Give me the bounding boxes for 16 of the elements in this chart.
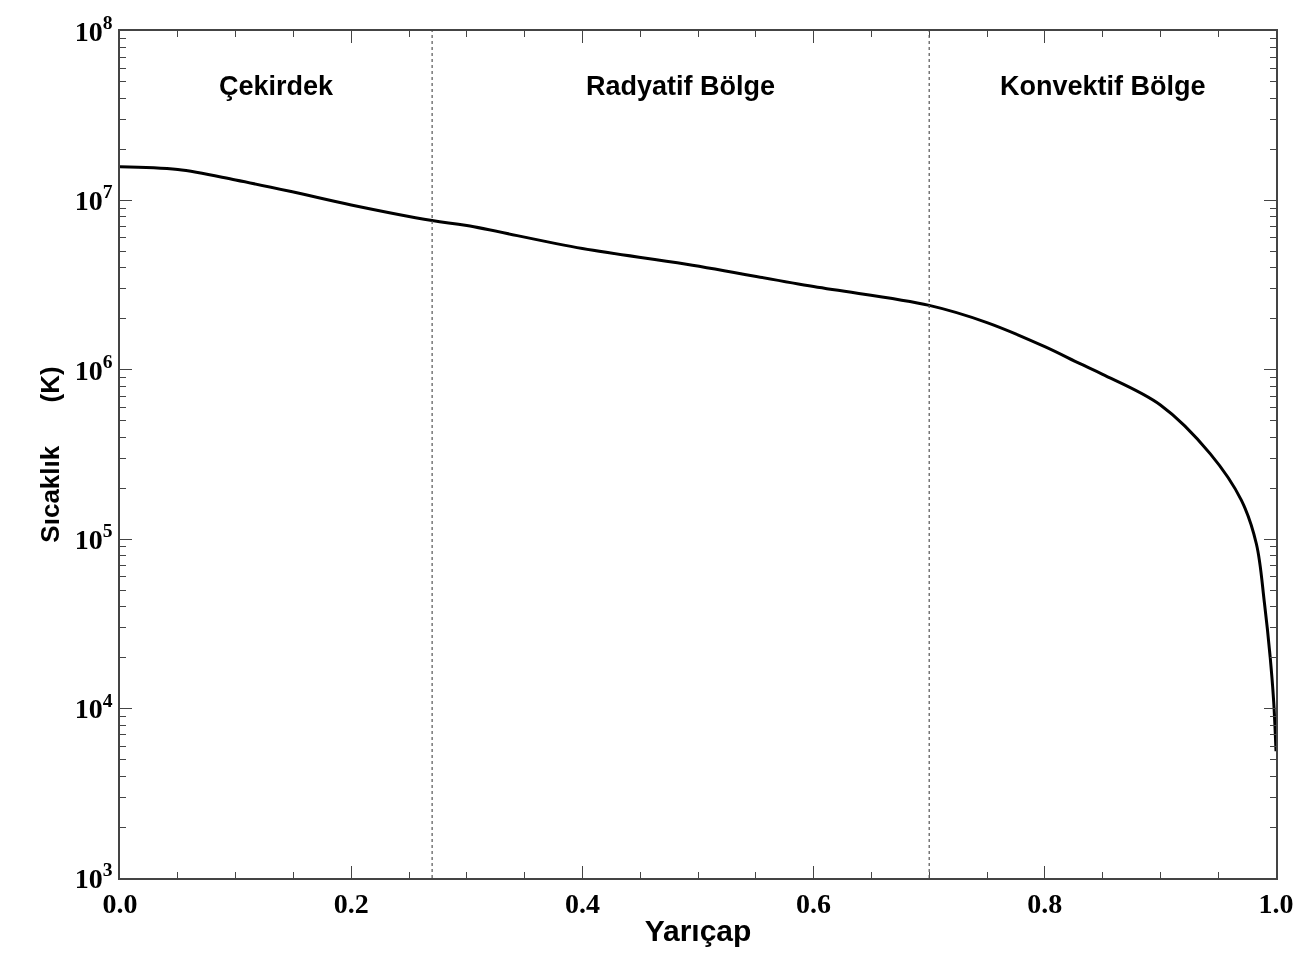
y-axis-title: Sıcaklık (K)	[34, 366, 65, 543]
annotation: Çekirdek	[219, 71, 335, 101]
x-tick-label: 0.8	[1027, 888, 1063, 920]
y-tick-label: 10$^{8}$	[74, 12, 113, 47]
x-tick-label: 0.4	[564, 888, 600, 920]
y-tick-label: 10$^{7}$	[74, 181, 113, 217]
y-tick-label: 10$^{5}$	[74, 520, 113, 555]
x-tick-label: 0.2	[333, 888, 369, 920]
x-axis-title: Yarıçap	[644, 914, 752, 948]
x-tick-label: 1.0	[1258, 888, 1294, 920]
line-series	[120, 165, 1276, 753]
y-tick-label: 10$^{6}$	[74, 350, 113, 386]
y-tick-label: 10$^{4}$	[74, 689, 113, 725]
annotation: Radyatif Bölge	[586, 71, 776, 101]
x-tick-label: 0.6	[796, 888, 832, 920]
annotation: Konvektif Bölge	[1000, 71, 1206, 101]
